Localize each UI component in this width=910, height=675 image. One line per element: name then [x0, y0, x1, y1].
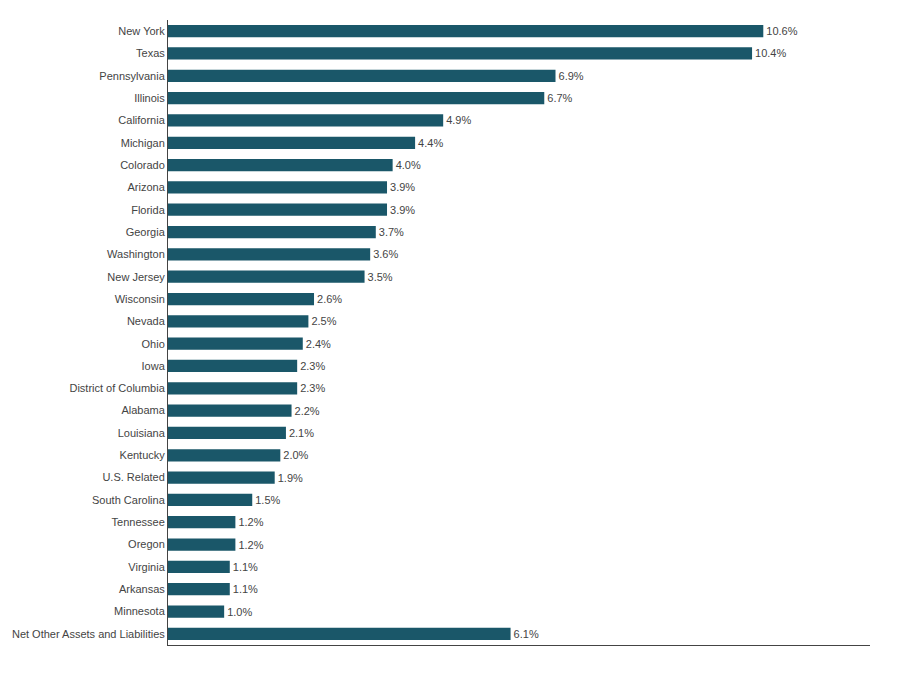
svg-text:10.4%: 10.4% [755, 47, 786, 59]
svg-text:1.2%: 1.2% [238, 516, 263, 528]
svg-text:2.3%: 2.3% [300, 382, 325, 394]
svg-text:1.9%: 1.9% [278, 472, 303, 484]
svg-text:3.9%: 3.9% [390, 204, 415, 216]
svg-text:6.7%: 6.7% [547, 92, 572, 104]
svg-text:Texas: Texas [136, 47, 165, 59]
svg-text:3.7%: 3.7% [379, 226, 404, 238]
svg-text:California: California [118, 114, 165, 126]
svg-text:Colorado: Colorado [120, 159, 165, 171]
svg-text:Wisconsin: Wisconsin [115, 293, 165, 305]
svg-text:6.1%: 6.1% [514, 628, 539, 640]
svg-text:U.S. Related: U.S. Related [102, 471, 164, 483]
svg-text:2.5%: 2.5% [311, 315, 336, 327]
svg-text:Florida: Florida [131, 204, 166, 216]
svg-text:Washington: Washington [107, 248, 165, 260]
svg-text:6.9%: 6.9% [559, 70, 584, 82]
svg-text:2.1%: 2.1% [289, 427, 314, 439]
svg-text:Minnesota: Minnesota [114, 605, 166, 617]
svg-text:4.9%: 4.9% [446, 114, 471, 126]
svg-text:2.0%: 2.0% [283, 449, 308, 461]
svg-text:1.1%: 1.1% [233, 561, 258, 573]
svg-text:4.4%: 4.4% [418, 137, 443, 149]
svg-text:Georgia: Georgia [126, 226, 166, 238]
svg-text:Illinois: Illinois [134, 92, 165, 104]
svg-text:1.1%: 1.1% [233, 583, 258, 595]
svg-text:Iowa: Iowa [142, 360, 166, 372]
svg-text:1.5%: 1.5% [255, 494, 280, 506]
svg-text:Louisiana: Louisiana [118, 427, 166, 439]
svg-text:2.2%: 2.2% [295, 405, 320, 417]
svg-text:Pennsylvania: Pennsylvania [99, 70, 165, 82]
svg-text:District of Columbia: District of Columbia [69, 382, 165, 394]
svg-text:Arizona: Arizona [128, 181, 166, 193]
svg-text:Net Other Assets and Liabiliti: Net Other Assets and Liabilities [12, 628, 165, 640]
svg-text:Virginia: Virginia [128, 561, 165, 573]
svg-text:Oregon: Oregon [128, 538, 165, 550]
svg-text:3.5%: 3.5% [368, 271, 393, 283]
svg-text:2.3%: 2.3% [300, 360, 325, 372]
svg-text:New York: New York [118, 25, 165, 37]
svg-text:1.0%: 1.0% [227, 606, 252, 618]
svg-text:New Jersey: New Jersey [107, 271, 165, 283]
svg-text:Arkansas: Arkansas [119, 583, 165, 595]
svg-text:2.6%: 2.6% [317, 293, 342, 305]
svg-text:3.6%: 3.6% [373, 248, 398, 260]
svg-text:Kentucky: Kentucky [120, 449, 166, 461]
svg-text:1.2%: 1.2% [238, 539, 263, 551]
svg-text:Michigan: Michigan [121, 137, 165, 149]
svg-text:2.4%: 2.4% [306, 338, 331, 350]
svg-text:10.6%: 10.6% [766, 25, 797, 37]
svg-text:Alabama: Alabama [121, 404, 165, 416]
svg-text:South Carolina: South Carolina [92, 494, 166, 506]
svg-text:Nevada: Nevada [127, 315, 166, 327]
svg-text:4.0%: 4.0% [396, 159, 421, 171]
svg-text:Ohio: Ohio [142, 338, 165, 350]
svg-text:3.9%: 3.9% [390, 181, 415, 193]
svg-text:Tennessee: Tennessee [112, 516, 165, 528]
